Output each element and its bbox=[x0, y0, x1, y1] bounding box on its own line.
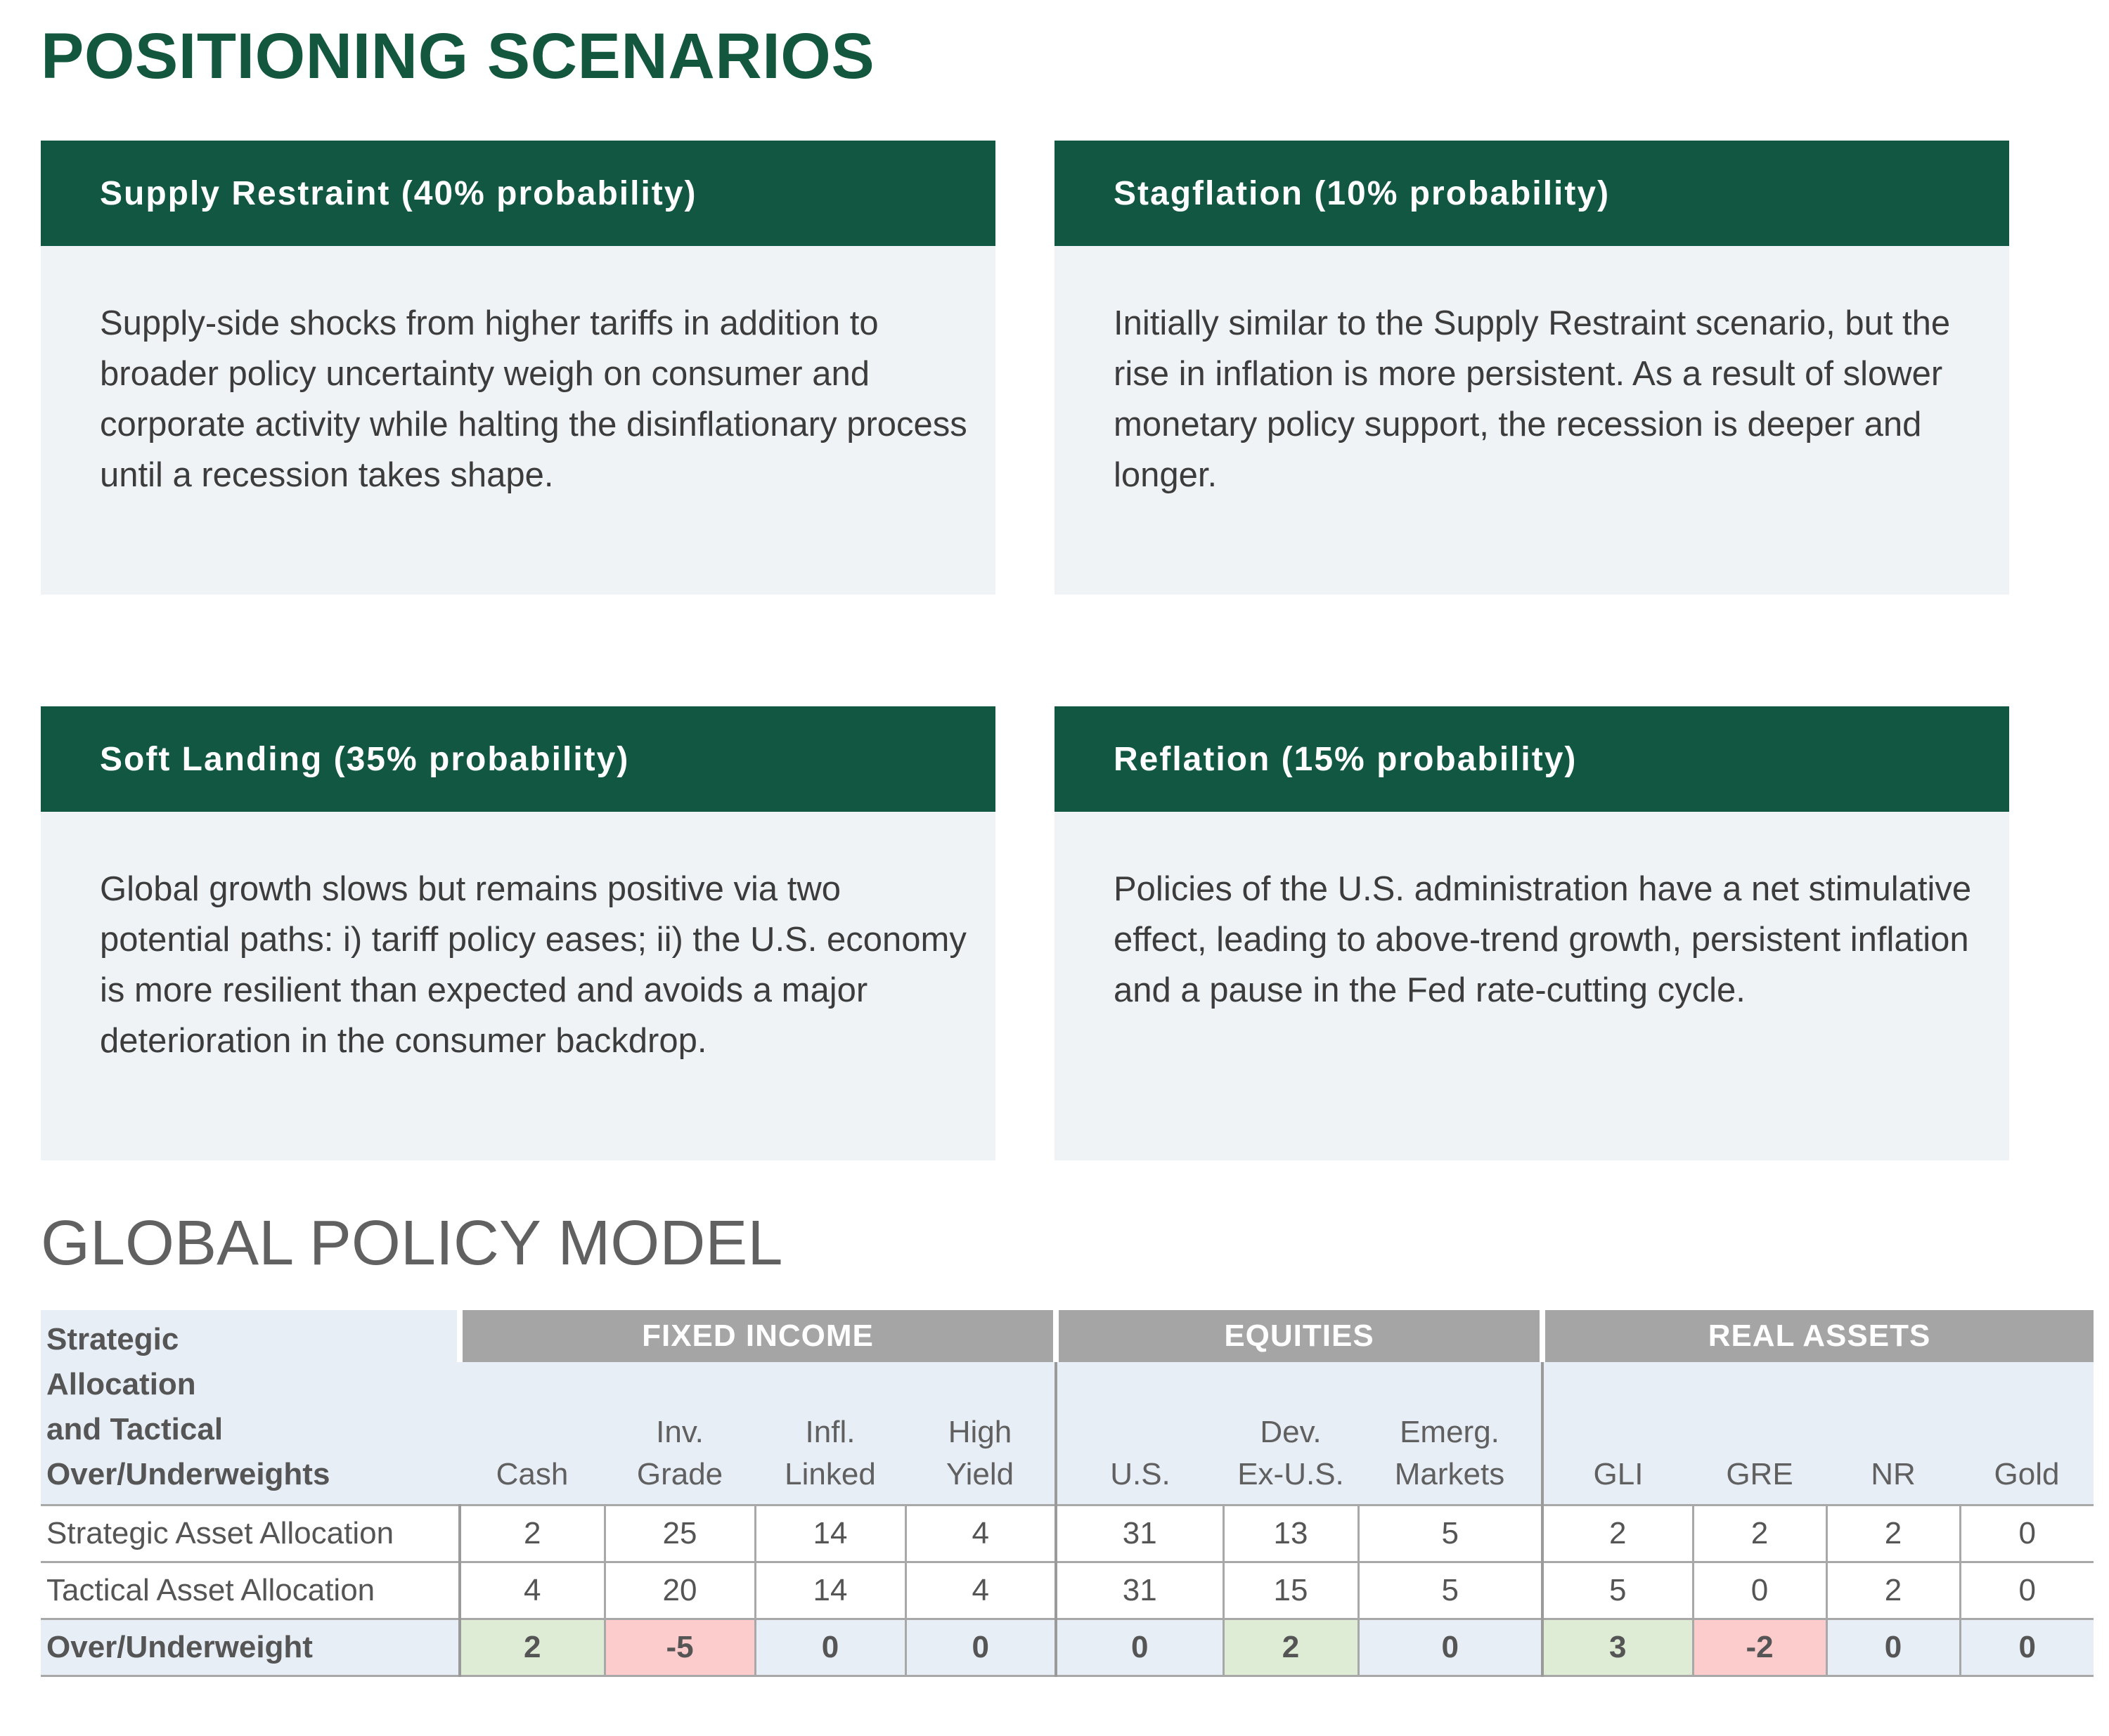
table-cell: 14 bbox=[754, 1504, 905, 1563]
row-label: Over/Underweight bbox=[41, 1619, 460, 1677]
column-header-line: Dev. bbox=[1260, 1415, 1322, 1449]
column-header-line bbox=[460, 1411, 605, 1453]
table-row: Over/Underweight 2 -5 0 0 0 2 0 3 -2 0 0 bbox=[41, 1619, 2094, 1677]
table-cell: 4 bbox=[904, 1504, 1056, 1563]
table-cell: 0 bbox=[1959, 1562, 2094, 1620]
column-header-line: Grade bbox=[636, 1457, 723, 1491]
column-header: NR bbox=[1826, 1362, 1960, 1505]
table-cell: 2 bbox=[1825, 1562, 1960, 1620]
table-cell: 0 bbox=[1825, 1619, 1960, 1677]
column-header: GLI bbox=[1541, 1362, 1693, 1505]
table-cell: 3 bbox=[1541, 1619, 1693, 1677]
column-header-line: NR bbox=[1871, 1457, 1916, 1491]
table-corner-label: Strategic Allocation and Tactical Over/U… bbox=[41, 1310, 460, 1505]
table-cell: 2 bbox=[458, 1504, 605, 1563]
table-cell: 15 bbox=[1222, 1562, 1358, 1620]
column-header-line bbox=[1544, 1411, 1693, 1453]
table-cell: 5 bbox=[1357, 1562, 1542, 1620]
table-cell: 0 bbox=[1357, 1619, 1542, 1677]
column-header-line: Markets bbox=[1394, 1457, 1505, 1491]
column-header-line: Emerg. bbox=[1400, 1415, 1499, 1449]
table-cell: 2 bbox=[1825, 1504, 1960, 1563]
scenario-title: Soft Landing (35% probability) bbox=[41, 706, 995, 812]
row-label: Tactical Asset Allocation bbox=[41, 1562, 460, 1620]
column-header-line bbox=[1693, 1411, 1826, 1453]
column-header-line bbox=[1057, 1411, 1223, 1453]
page-title: POSITIONING SCENARIOS bbox=[41, 20, 875, 92]
group-header-real-assets: REAL ASSETS bbox=[1540, 1310, 2094, 1362]
table-cell: 5 bbox=[1357, 1504, 1542, 1563]
table-cell: -5 bbox=[603, 1619, 755, 1677]
section-title: GLOBAL POLICY MODEL bbox=[41, 1208, 783, 1278]
column-header: High Yield bbox=[905, 1362, 1056, 1505]
table-cell: -2 bbox=[1691, 1619, 1826, 1677]
column-header-line: Inv. bbox=[656, 1415, 704, 1449]
scenario-description: Initially similar to the Supply Restrain… bbox=[1114, 304, 1951, 494]
column-header: Cash bbox=[460, 1362, 605, 1505]
column-header: Emerg. Markets bbox=[1358, 1362, 1542, 1505]
table-cell: 0 bbox=[1959, 1504, 2094, 1563]
scenario-title: Supply Restraint (40% probability) bbox=[41, 141, 995, 246]
column-header-line: Yield bbox=[946, 1457, 1014, 1491]
table-cell: 0 bbox=[1691, 1562, 1826, 1620]
column-header-line bbox=[1826, 1411, 1960, 1453]
table-cell: 2 bbox=[1691, 1504, 1826, 1563]
table-cell: 14 bbox=[754, 1562, 905, 1620]
column-header: U.S. bbox=[1054, 1362, 1223, 1505]
scenario-description: Policies of the U.S. administration have… bbox=[1114, 870, 1972, 1009]
scenario-card-supply-restraint: Supply Restraint (40% probability) Suppl… bbox=[41, 141, 995, 595]
column-header: Dev. Ex-U.S. bbox=[1223, 1362, 1358, 1505]
table-cell: 31 bbox=[1054, 1504, 1223, 1563]
table-cell: 0 bbox=[1959, 1619, 2094, 1677]
column-header-line: GRE bbox=[1726, 1457, 1793, 1491]
row-label: Strategic Asset Allocation bbox=[41, 1504, 460, 1563]
group-header-fixed-income: FIXED INCOME bbox=[457, 1310, 1056, 1362]
column-header-line: Gold bbox=[1994, 1457, 2060, 1491]
table-cell: 0 bbox=[904, 1619, 1056, 1677]
column-header-line: Infl. bbox=[805, 1415, 856, 1449]
scenario-description: Global growth slows but remains positive… bbox=[100, 870, 967, 1060]
table-cell: 2 bbox=[1222, 1619, 1358, 1677]
table-row: Tactical Asset Allocation 4 20 14 4 31 15 5 5 0 2 0 bbox=[41, 1562, 2094, 1620]
scenario-card-stagflation: Stagflation (10% probability) Initially … bbox=[1054, 141, 2009, 595]
column-header: GRE bbox=[1693, 1362, 1826, 1505]
table-cell: 13 bbox=[1222, 1504, 1358, 1563]
table-cell: 2 bbox=[1541, 1504, 1693, 1563]
table-cell: 0 bbox=[1054, 1619, 1223, 1677]
scenario-description: Supply-side shocks from higher tariffs i… bbox=[100, 304, 967, 494]
column-header-line: Cash bbox=[496, 1457, 569, 1491]
column-header-line bbox=[1960, 1411, 2094, 1453]
column-header-line: High bbox=[948, 1415, 1012, 1449]
table-cell: 25 bbox=[603, 1504, 755, 1563]
table-row: Strategic Asset Allocation 2 25 14 4 31 13 5 2 2 2… bbox=[41, 1504, 2094, 1563]
table-cell: 2 bbox=[458, 1619, 605, 1677]
column-header-line: GLI bbox=[1593, 1457, 1644, 1491]
table-cell: 0 bbox=[754, 1619, 905, 1677]
column-header: Inv. Grade bbox=[605, 1362, 755, 1505]
scenario-card-reflation: Reflation (15% probability) Policies of … bbox=[1054, 706, 2009, 1160]
column-header-line: Ex-U.S. bbox=[1237, 1457, 1344, 1491]
scenario-card-soft-landing: Soft Landing (35% probability) Global gr… bbox=[41, 706, 995, 1160]
column-header-line: U.S. bbox=[1110, 1457, 1170, 1491]
table-cell: 4 bbox=[458, 1562, 605, 1620]
table-cell: 31 bbox=[1054, 1562, 1223, 1620]
column-header: Infl. Linked bbox=[755, 1362, 905, 1505]
column-header-line: Linked bbox=[785, 1457, 876, 1491]
table-cell: 4 bbox=[904, 1562, 1056, 1620]
table-cell: 20 bbox=[603, 1562, 755, 1620]
policy-model-table: Strategic Allocation and Tactical Over/U… bbox=[41, 1310, 2094, 1677]
scenario-title: Reflation (15% probability) bbox=[1054, 706, 2009, 812]
table-cell: 5 bbox=[1541, 1562, 1693, 1620]
scenario-title: Stagflation (10% probability) bbox=[1054, 141, 2009, 246]
group-header-equities: EQUITIES bbox=[1053, 1310, 1542, 1362]
column-header: Gold bbox=[1960, 1362, 2094, 1505]
